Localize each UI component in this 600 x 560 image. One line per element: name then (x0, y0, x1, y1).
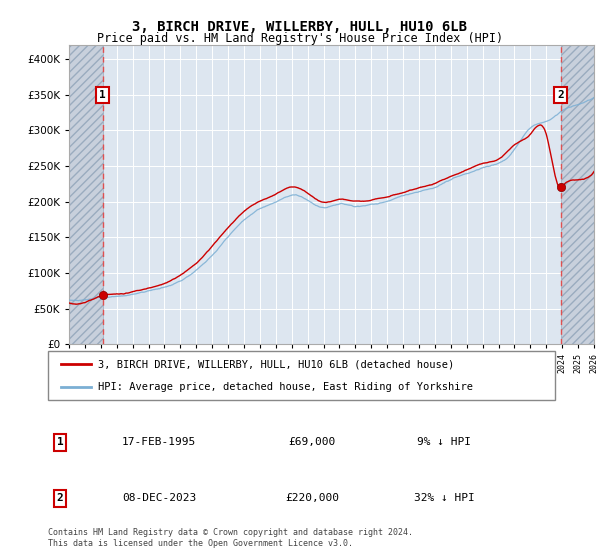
Text: Contains HM Land Registry data © Crown copyright and database right 2024.
This d: Contains HM Land Registry data © Crown c… (48, 528, 413, 548)
Text: 3, BIRCH DRIVE, WILLERBY, HULL, HU10 6LB (detached house): 3, BIRCH DRIVE, WILLERBY, HULL, HU10 6LB… (98, 360, 454, 370)
Text: 2: 2 (56, 493, 64, 503)
Text: 9% ↓ HPI: 9% ↓ HPI (417, 437, 471, 447)
Text: £220,000: £220,000 (285, 493, 339, 503)
Text: 2: 2 (557, 90, 564, 100)
Bar (69, 45, 103, 344)
FancyBboxPatch shape (48, 351, 555, 400)
Text: 32% ↓ HPI: 32% ↓ HPI (413, 493, 475, 503)
Bar (561, 45, 594, 344)
Text: 1: 1 (56, 437, 64, 447)
Text: 17-FEB-1995: 17-FEB-1995 (122, 437, 196, 447)
Text: Price paid vs. HM Land Registry's House Price Index (HPI): Price paid vs. HM Land Registry's House … (97, 32, 503, 45)
Text: 3, BIRCH DRIVE, WILLERBY, HULL, HU10 6LB: 3, BIRCH DRIVE, WILLERBY, HULL, HU10 6LB (133, 20, 467, 34)
Text: 08-DEC-2023: 08-DEC-2023 (122, 493, 196, 503)
Text: 1: 1 (100, 90, 106, 100)
Text: HPI: Average price, detached house, East Riding of Yorkshire: HPI: Average price, detached house, East… (98, 382, 473, 392)
Text: £69,000: £69,000 (289, 437, 335, 447)
